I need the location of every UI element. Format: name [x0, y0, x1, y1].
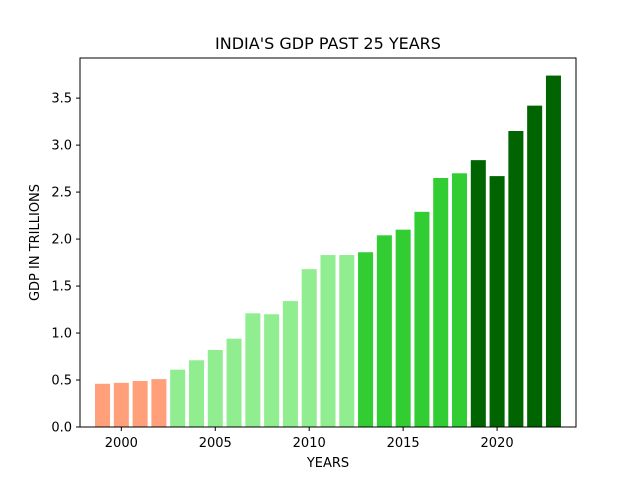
bar-2019: [470, 160, 486, 427]
y-tick-label-1.5: 1.5: [51, 280, 72, 295]
bar-2002: [151, 379, 167, 427]
y-tick-label-3.5: 3.5: [51, 92, 72, 107]
y-axis: 0.0 0.5 1.0 1.5 2.0 2.5 3.0 3.5: [51, 92, 80, 436]
bar-2012: [339, 255, 355, 427]
plot-frame: [79, 57, 577, 428]
bar-2001: [132, 380, 148, 427]
y-axis-label: GDP IN TRILLIONS: [28, 184, 43, 301]
bar-2005: [207, 349, 223, 427]
x-tick-label-2000: 2000: [105, 436, 138, 451]
x-tick-label-2010: 2010: [293, 436, 326, 451]
bar-2020: [489, 176, 505, 427]
x-tick-label-2020: 2020: [481, 436, 514, 451]
bar-2021: [508, 131, 524, 427]
y-tick-label-2.0: 2.0: [51, 233, 72, 248]
bar-2022: [527, 105, 543, 427]
x-tick-label-2005: 2005: [199, 436, 232, 451]
bar-2018: [452, 173, 468, 427]
bars-group: [95, 75, 561, 427]
bar-2023: [545, 75, 561, 427]
bar-2014: [376, 235, 392, 427]
bar-2009: [282, 301, 298, 427]
y-tick-label-3.0: 3.0: [51, 139, 72, 154]
bar-2015: [395, 229, 411, 427]
bar-2010: [301, 269, 317, 427]
bar-2017: [433, 177, 449, 427]
bar-2000: [113, 382, 129, 427]
bar-1999: [95, 383, 111, 427]
bar-2011: [320, 255, 336, 427]
x-axis: 2000 2005 2010 2015 2020: [105, 427, 514, 451]
chart-title: INDIA'S GDP PAST 25 YEARS: [215, 34, 441, 53]
bar-2016: [414, 211, 430, 427]
y-tick-label-2.5: 2.5: [51, 186, 72, 201]
y-tick-label-0.5: 0.5: [51, 374, 72, 389]
bar-2008: [264, 314, 280, 427]
bar-2013: [358, 252, 374, 427]
y-tick-label-1.0: 1.0: [51, 327, 72, 342]
x-axis-label: YEARS: [306, 456, 349, 471]
bar-2006: [226, 338, 242, 427]
bar-2007: [245, 313, 261, 427]
y-tick-label-0.0: 0.0: [51, 421, 72, 436]
bar-2004: [188, 360, 204, 427]
x-tick-label-2015: 2015: [387, 436, 420, 451]
bar-2003: [170, 369, 186, 427]
